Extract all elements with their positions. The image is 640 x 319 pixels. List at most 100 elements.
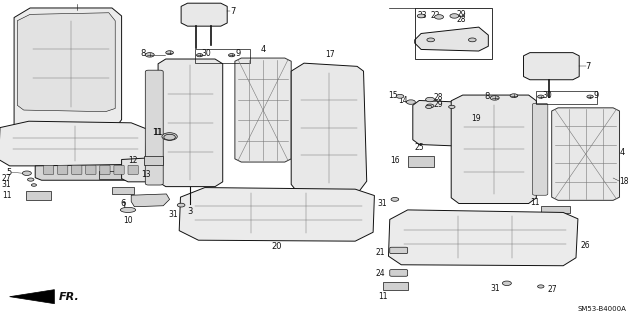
Circle shape [510,94,518,98]
Polygon shape [541,206,570,213]
Text: 11: 11 [154,128,163,137]
Polygon shape [181,3,227,26]
Polygon shape [112,187,134,194]
Circle shape [490,96,499,100]
Text: 19: 19 [471,114,481,123]
Text: 31: 31 [378,199,387,208]
Polygon shape [99,171,134,179]
Text: 31: 31 [491,284,500,293]
FancyBboxPatch shape [532,103,548,195]
Circle shape [502,281,511,286]
Circle shape [228,54,235,57]
Text: 31: 31 [2,180,12,189]
FancyBboxPatch shape [44,165,54,174]
Text: 31: 31 [168,210,178,219]
Text: 23: 23 [418,11,428,20]
Text: 27: 27 [2,174,12,183]
Circle shape [538,285,544,288]
Text: 28: 28 [434,93,444,102]
Circle shape [28,178,34,181]
Text: 15: 15 [388,91,398,100]
Text: 2: 2 [70,0,76,2]
Polygon shape [415,27,488,51]
Text: 11: 11 [378,292,387,301]
Circle shape [162,133,177,140]
Circle shape [396,94,404,98]
Text: 11: 11 [152,128,161,137]
Circle shape [196,54,203,57]
Circle shape [22,171,31,175]
Circle shape [450,14,459,18]
Text: 28: 28 [456,15,466,24]
Text: 4: 4 [260,45,266,54]
Polygon shape [235,58,291,162]
Text: 6: 6 [120,199,125,208]
Text: 8: 8 [141,49,146,58]
Text: 7: 7 [230,7,236,16]
Polygon shape [26,191,51,200]
Circle shape [538,95,544,98]
Circle shape [417,14,425,18]
Text: 30: 30 [202,49,211,58]
Circle shape [427,38,435,42]
Text: 5: 5 [6,168,12,177]
Text: 24: 24 [376,269,385,278]
Polygon shape [10,290,54,304]
Ellipse shape [120,207,136,212]
Polygon shape [451,95,536,204]
Text: 17: 17 [325,50,335,59]
FancyBboxPatch shape [100,165,110,174]
FancyBboxPatch shape [72,165,82,174]
Text: SM53-B4000A: SM53-B4000A [577,306,626,312]
Polygon shape [179,188,374,241]
Polygon shape [14,8,122,134]
Text: 26: 26 [580,241,590,250]
Circle shape [587,95,593,98]
Polygon shape [552,108,620,200]
Polygon shape [131,194,170,207]
FancyBboxPatch shape [390,247,408,254]
Polygon shape [388,210,578,266]
Text: 21: 21 [376,248,385,256]
Text: FR.: FR. [59,292,79,302]
Circle shape [468,38,476,42]
Circle shape [406,100,415,104]
FancyBboxPatch shape [390,270,408,276]
Polygon shape [383,282,408,290]
Text: 10: 10 [123,216,133,225]
Text: 16: 16 [390,156,400,165]
Polygon shape [35,164,144,180]
Circle shape [426,105,432,108]
Polygon shape [413,100,466,146]
Text: 30: 30 [543,91,552,100]
Polygon shape [0,121,147,166]
Circle shape [145,53,154,57]
Polygon shape [158,59,223,187]
Circle shape [449,105,455,108]
Circle shape [435,15,444,19]
Text: 29: 29 [456,10,466,19]
Text: 29: 29 [434,100,444,109]
Text: 13: 13 [141,170,150,179]
Circle shape [31,184,36,186]
FancyBboxPatch shape [145,70,163,185]
FancyBboxPatch shape [114,165,124,174]
FancyBboxPatch shape [128,165,138,174]
Circle shape [426,97,435,102]
Circle shape [164,134,175,140]
Text: 18: 18 [620,177,629,186]
Polygon shape [122,156,182,182]
Polygon shape [144,156,163,165]
Text: 9: 9 [236,49,241,58]
Text: 7: 7 [586,62,591,71]
Text: 22: 22 [431,11,440,20]
FancyBboxPatch shape [86,165,96,174]
Text: 14: 14 [399,96,408,105]
Circle shape [166,51,173,55]
Text: 8: 8 [484,92,490,101]
Polygon shape [17,13,115,112]
Polygon shape [291,63,367,194]
Polygon shape [524,53,579,80]
Text: 9: 9 [594,91,599,100]
Circle shape [391,197,399,201]
